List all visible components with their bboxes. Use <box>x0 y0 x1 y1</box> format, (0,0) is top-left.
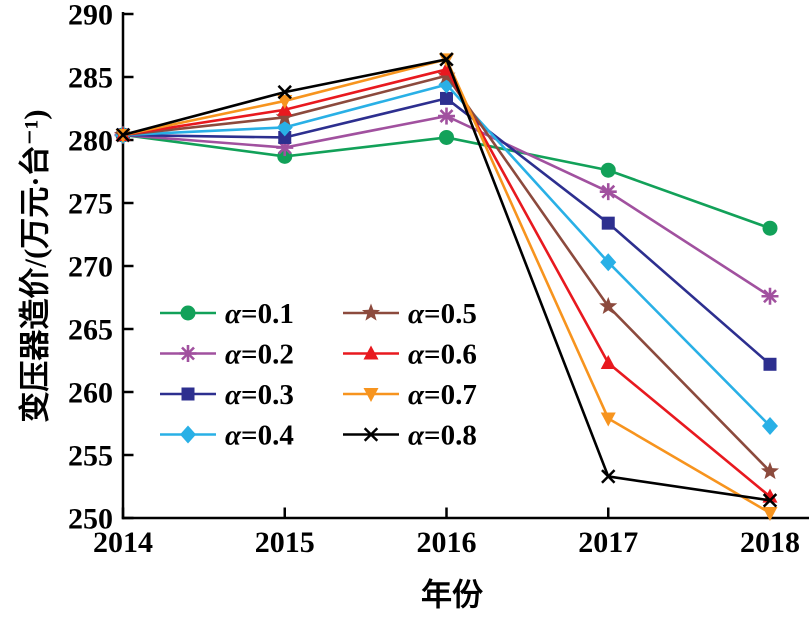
y-tick-label: 255 <box>68 440 113 473</box>
legend-label: α=0.2 <box>225 339 294 371</box>
legend-marker <box>363 427 379 442</box>
data-point-marker <box>439 129 454 145</box>
data-point-marker <box>762 493 778 508</box>
legend-marker <box>363 388 379 402</box>
legend-marker <box>180 425 196 444</box>
data-point-marker <box>600 412 616 427</box>
x-tick-label: 2016 <box>417 526 477 559</box>
x-tick-label: 2015 <box>255 526 315 559</box>
y-tick-label: 275 <box>68 188 113 221</box>
legend-label: α=0.3 <box>225 379 294 411</box>
data-point-marker <box>600 355 616 370</box>
y-axis-label: 变压器造价/(万元·台⁻¹) <box>17 109 53 423</box>
x-tick-label: 2014 <box>93 526 153 559</box>
data-point-marker <box>762 417 778 436</box>
data-point-marker <box>275 107 294 126</box>
legend-label: α=0.5 <box>408 298 477 330</box>
data-point-marker <box>440 91 453 105</box>
legend-label: α=0.6 <box>408 339 477 371</box>
series-line-1 <box>122 133 771 230</box>
x-tick-label: 2018 <box>740 526 800 559</box>
x-axis-label: 年份 <box>421 577 483 613</box>
legend-label: α=0.1 <box>225 298 294 330</box>
y-tick-label: 280 <box>68 125 113 158</box>
y-tick-label: 265 <box>68 314 113 347</box>
data-point-marker <box>115 127 131 143</box>
legend-marker <box>180 305 196 321</box>
data-point-marker <box>600 253 617 272</box>
y-tick-label: 285 <box>68 62 113 95</box>
legend-label: α=0.7 <box>408 379 477 411</box>
x-tick-label: 2017 <box>578 526 638 559</box>
legend-marker <box>361 303 381 321</box>
data-point-marker <box>601 184 616 199</box>
data-point-marker <box>277 94 293 109</box>
y-tick-label: 250 <box>68 503 113 536</box>
y-tick-label: 260 <box>68 377 113 410</box>
data-point-marker <box>599 296 618 315</box>
data-point-marker <box>278 130 292 144</box>
data-point-marker <box>763 289 777 304</box>
data-point-marker <box>439 52 454 67</box>
y-tick-label: 270 <box>68 251 113 284</box>
data-point-marker <box>601 216 615 230</box>
data-point-marker <box>439 109 454 123</box>
data-point-marker <box>760 461 780 480</box>
legend-marker <box>181 387 195 401</box>
legend-label: α=0.4 <box>225 420 294 452</box>
legend-marker <box>363 345 379 360</box>
data-point-marker <box>600 162 616 178</box>
data-point-marker <box>277 84 292 100</box>
legend-label: α=0.8 <box>408 420 477 452</box>
data-point-marker <box>762 220 778 236</box>
data-point-marker <box>762 506 778 521</box>
legend-marker <box>181 346 195 361</box>
data-point-marker <box>763 357 777 371</box>
y-tick-label: 290 <box>68 0 113 32</box>
data-point-marker <box>601 469 616 484</box>
